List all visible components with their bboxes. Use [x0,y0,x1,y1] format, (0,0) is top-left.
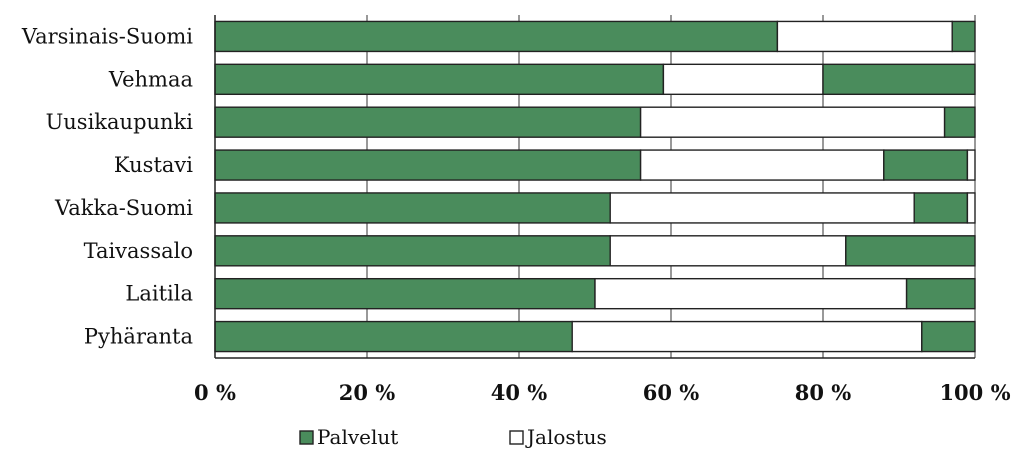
bar-segment-jalostus [966,149,976,181]
bar-segment-palvelut [214,192,611,224]
legend-item: Jalostus [509,425,607,449]
bar-segment-jalostus [609,192,915,224]
bar-segment-palvelut [214,277,596,310]
category-label: Laitila [125,282,193,306]
x-tick-label: 80 % [795,380,852,405]
x-tick-label: 20 % [339,380,396,405]
bar-segment-jalostus [571,320,923,353]
bar-segment-palvelut [845,235,976,267]
bar-segment-palvelut [951,20,976,53]
category-label: Kustavi [114,153,193,177]
legend-label: Jalostus [525,425,607,449]
category-labels: Varsinais-Suomi Vehmaa Uusikaupunki Kustavi… [21,24,193,348]
x-tick-label: 100 % [939,380,1010,405]
category-label: Uusikaupunki [46,110,194,134]
bar-segment-palvelut [943,106,976,138]
bar-segment-palvelut [214,149,642,181]
bar-segment-palvelut [822,63,976,96]
bar-segment-palvelut [214,63,665,96]
bar-segment-jalostus [662,63,824,96]
legend: Palvelut Jalostus [299,425,607,449]
bar-segment-palvelut [214,235,611,267]
bar-segment-jalostus [594,277,908,310]
bar-segment-palvelut [913,192,969,224]
legend-swatch [299,430,314,445]
category-label: Vakka-Suomi [54,196,193,220]
category-label: Varsinais-Suomi [21,24,193,48]
bar-segment-jalostus [966,192,976,224]
bar-segment-palvelut [214,106,642,138]
axes [214,15,975,359]
x-tick-label: 40 % [491,380,548,405]
legend-item: Palvelut [299,425,398,449]
bar-segment-palvelut [905,277,976,310]
bar-segment-jalostus [776,20,953,53]
category-label: Vehmaa [108,67,193,91]
bars [214,20,976,353]
x-tick-labels: 0 % 20 % 40 % 60 % 80 % 100 % [194,380,1011,405]
bar-segment-palvelut [214,20,779,53]
bar-segment-palvelut [921,320,976,353]
bar-segment-palvelut [214,320,573,353]
category-label: Taivassalo [84,239,193,263]
category-label: Pyhäranta [84,325,193,349]
bar-segment-jalostus [639,106,946,138]
legend-label: Palvelut [317,425,398,449]
bar-segment-jalostus [639,149,885,181]
x-tick-label: 0 % [194,380,236,405]
bar-segment-palvelut [883,149,969,181]
x-tick-label: 60 % [643,380,700,405]
legend-swatch [509,430,524,445]
bar-segment-jalostus [609,235,847,267]
